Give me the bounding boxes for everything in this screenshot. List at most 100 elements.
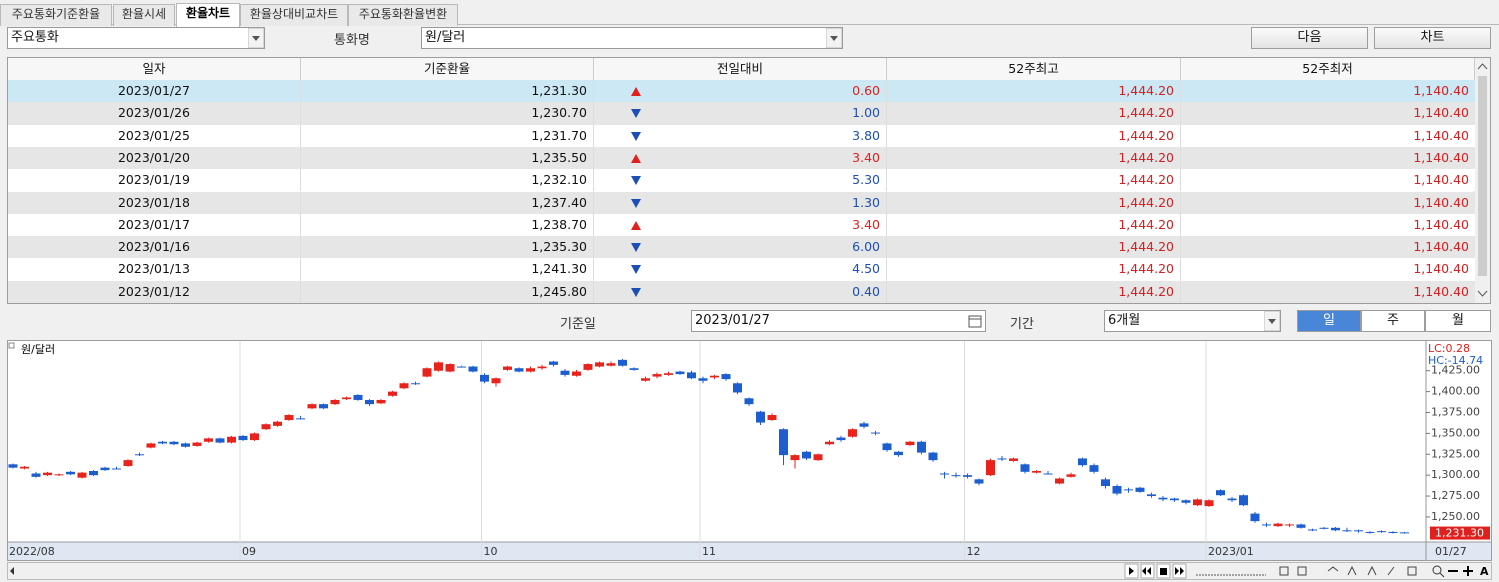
change-cell: 3.40: [594, 146, 887, 170]
group-select[interactable]: 주요통화: [7, 27, 265, 49]
table-header: 일자 기준환율 전일대비 52주최고 52주최저: [8, 58, 1475, 81]
arrow-shape: [631, 287, 641, 297]
period-button[interactable]: 주: [1361, 310, 1425, 332]
candle-body: [1032, 470, 1041, 473]
candle-body: [319, 404, 328, 409]
candle-body: [1227, 498, 1237, 501]
header-cell: 52주최고: [887, 58, 1181, 80]
candle-body: [1043, 473, 1053, 475]
high-cell: 1,444.20: [887, 169, 1181, 192]
tab[interactable]: 환율상대비교차트: [240, 4, 348, 26]
high-cell: 1,444.20: [887, 146, 1181, 170]
header-cell: 52주최저: [1181, 58, 1475, 80]
rate-cell: 1,235.50: [301, 146, 594, 170]
rate-cell: 1,231.30: [301, 80, 594, 103]
direction-arrow: [631, 287, 641, 297]
y-tick-label: 1,375.00: [1431, 406, 1480, 419]
rate-cell: 1,237.40: [301, 191, 594, 214]
table-scrollbar[interactable]: [1473, 58, 1490, 303]
currency-select[interactable]: 원/달러: [421, 27, 843, 49]
candle-body: [1377, 531, 1386, 533]
candle-body: [1285, 524, 1294, 526]
table-row[interactable]: 2023/01/19 1,232.10 5.30 1,444.20 1,140.40: [8, 169, 1475, 192]
tab[interactable]: 환율시세: [113, 4, 175, 26]
candle-body: [503, 366, 512, 370]
arrow-shape: [631, 265, 641, 275]
chart-scrollbar[interactable]: A: [7, 562, 1492, 580]
candle-body: [169, 441, 179, 445]
candle-body: [1239, 495, 1248, 506]
arrow-shape: [631, 220, 641, 230]
candle-body: [1112, 486, 1122, 494]
candle-body: [790, 455, 800, 461]
candle-body: [664, 373, 673, 375]
period-button[interactable]: 일: [1297, 310, 1361, 332]
date-value: 2023/01/27: [695, 313, 770, 328]
candle-body: [894, 451, 903, 456]
tab-divider: [0, 24, 1499, 25]
legend: 원/달러: [21, 343, 55, 356]
candle-body: [733, 383, 742, 393]
high-cell: 1,444.20: [887, 213, 1181, 237]
arrow-shape: [631, 87, 641, 96]
period-button[interactable]: 월: [1425, 310, 1491, 332]
table-row[interactable]: 2023/01/25 1,231.70 3.80 1,444.20 1,140.40: [8, 124, 1475, 147]
table-row[interactable]: 2023/01/18 1,237.40 1.30 1,444.20 1,140.40: [8, 191, 1475, 214]
toolbar-button[interactable]: 다음: [1251, 27, 1368, 49]
arrow-shape: [631, 243, 641, 253]
candle-chart: 원/달러 2022/08 09 10 11 12 2023/01 1,250.00 1,275…: [7, 340, 1492, 561]
table-row[interactable]: 2023/01/16 1,235.30 6.00 1,444.20 1,140.40: [8, 236, 1475, 259]
candle-body: [434, 362, 443, 371]
svg-text:A: A: [1480, 565, 1489, 578]
candle-body: [974, 479, 984, 484]
y-tick-label: 1,250.00: [1431, 510, 1480, 523]
candle-body: [997, 458, 1007, 460]
date-cell: 2023/01/13: [8, 258, 301, 281]
dropdown-arrow: [1264, 311, 1280, 331]
candle-body: [491, 378, 501, 384]
table-row[interactable]: 2023/01/12 1,245.80 0.40 1,444.20 1,140.40: [8, 280, 1475, 303]
candle-body: [606, 363, 616, 366]
change-cell: 1.30: [594, 191, 887, 214]
table-row[interactable]: 2023/01/13 1,241.30 4.50 1,444.20 1,140.40: [8, 258, 1475, 281]
direction-arrow: [631, 109, 641, 119]
candle-body: [1400, 532, 1409, 534]
x-tick-label: 10: [484, 545, 498, 558]
period-select[interactable]: 6개월: [1104, 310, 1281, 332]
candle-body: [1216, 490, 1225, 496]
table-row[interactable]: 2023/01/20 1,235.50 3.40 1,444.20 1,140.40: [8, 146, 1475, 170]
direction-arrow: [631, 198, 641, 208]
table-row[interactable]: 2023/01/27 1,231.30 0.60 1,444.20 1,140.40: [8, 80, 1475, 103]
candle-body: [1319, 527, 1329, 529]
candle-body: [468, 366, 478, 372]
tab[interactable]: 환율차트: [176, 3, 240, 27]
candle-body: [1342, 530, 1352, 532]
candle-body: [1388, 531, 1398, 533]
candle-body: [54, 474, 64, 476]
x-tick-label: 12: [967, 545, 981, 558]
candle-body: [8, 464, 18, 468]
last-price-box: [1430, 526, 1490, 540]
toolbar-button[interactable]: 차트: [1374, 27, 1491, 49]
date-input[interactable]: 2023/01/27: [691, 310, 986, 332]
candle-body: [192, 442, 202, 446]
candle-body: [1365, 531, 1375, 533]
x-tick-label: 2022/08: [9, 545, 55, 558]
table-row[interactable]: 2023/01/26 1,230.70 1.00 1,444.20 1,140.40: [8, 102, 1475, 125]
candle-body: [365, 399, 374, 405]
candle-body: [1020, 464, 1030, 472]
candle-body: [1158, 497, 1168, 500]
dropdown-arrow: [826, 28, 842, 48]
group-value: 주요통화: [11, 30, 59, 45]
tab[interactable]: 주요통화환율변환: [348, 4, 458, 26]
tab[interactable]: 주요통화기준환율: [0, 4, 112, 26]
rate-cell: 1,230.70: [301, 102, 594, 125]
candle-body: [595, 362, 604, 367]
table-row[interactable]: 2023/01/17 1,238.70 3.40 1,444.20 1,140.40: [8, 213, 1475, 237]
candle-body: [1124, 489, 1133, 491]
change-cell: 0.40: [594, 280, 887, 303]
candle-body: [158, 441, 167, 444]
candle-body: [135, 454, 144, 456]
candle-body: [1250, 513, 1260, 522]
last-price-label: 1,231.30: [1435, 527, 1484, 540]
